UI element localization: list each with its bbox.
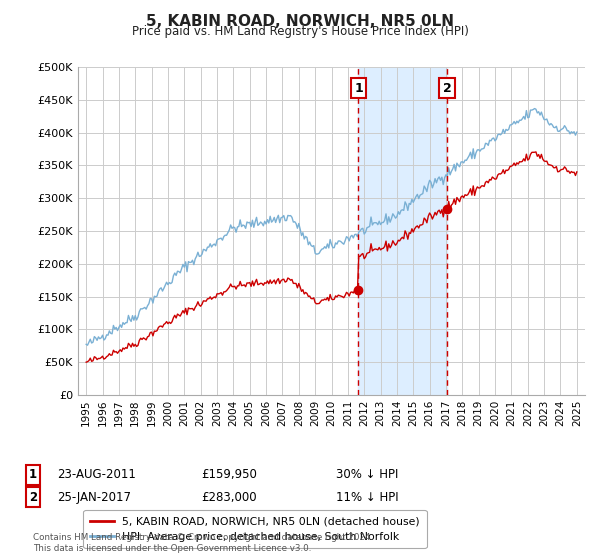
Legend: 5, KABIN ROAD, NORWICH, NR5 0LN (detached house), HPI: Average price, detached h: 5, KABIN ROAD, NORWICH, NR5 0LN (detache… xyxy=(83,510,427,548)
Text: Price paid vs. HM Land Registry's House Price Index (HPI): Price paid vs. HM Land Registry's House … xyxy=(131,25,469,38)
Text: 30% ↓ HPI: 30% ↓ HPI xyxy=(336,468,398,482)
Bar xyxy=(358,67,447,395)
Text: 11% ↓ HPI: 11% ↓ HPI xyxy=(336,491,398,504)
Text: 25-JAN-2017: 25-JAN-2017 xyxy=(57,491,131,504)
Text: 1: 1 xyxy=(29,468,37,482)
Text: £283,000: £283,000 xyxy=(201,491,257,504)
Text: 1: 1 xyxy=(354,82,363,95)
Text: 23-AUG-2011: 23-AUG-2011 xyxy=(57,468,136,482)
Text: 2: 2 xyxy=(29,491,37,504)
Text: Contains HM Land Registry data © Crown copyright and database right 2024.
This d: Contains HM Land Registry data © Crown c… xyxy=(33,533,373,553)
Text: 2: 2 xyxy=(443,82,452,95)
Text: £159,950: £159,950 xyxy=(201,468,257,482)
Text: 5, KABIN ROAD, NORWICH, NR5 0LN: 5, KABIN ROAD, NORWICH, NR5 0LN xyxy=(146,14,454,29)
